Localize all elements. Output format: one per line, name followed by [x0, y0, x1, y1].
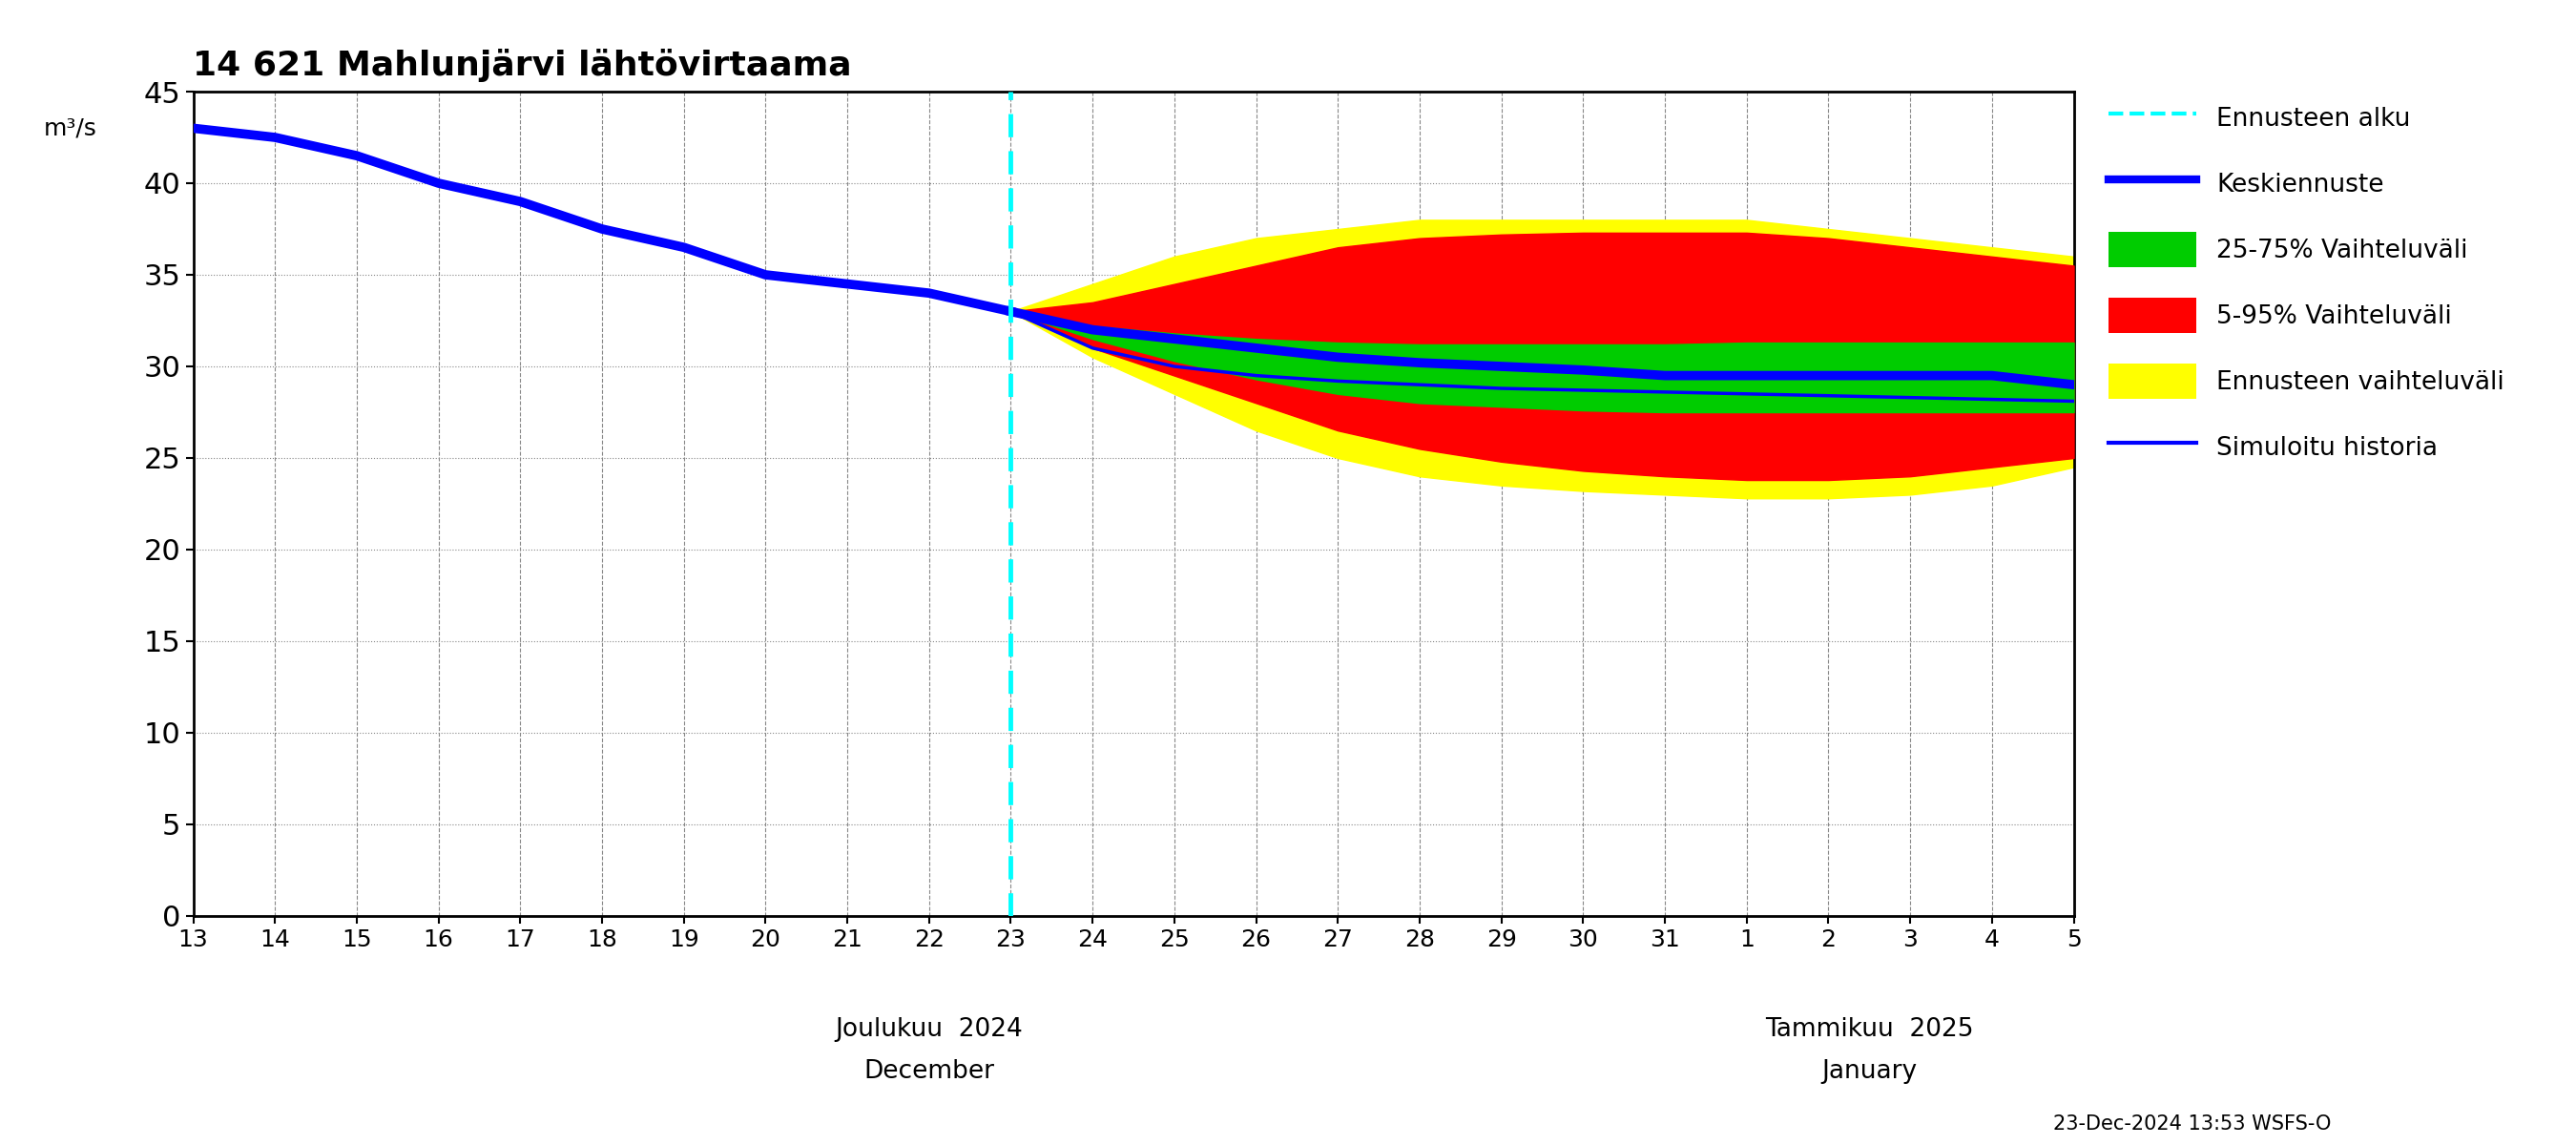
- Text: m³/s: m³/s: [44, 117, 98, 140]
- Text: Joulukuu  2024: Joulukuu 2024: [835, 1017, 1023, 1042]
- Text: December: December: [863, 1059, 994, 1083]
- Legend: Ennusteen alku, Keskiennuste, 25-75% Vaihteluväli, 5-95% Vaihteluväli, Ennusteen: Ennusteen alku, Keskiennuste, 25-75% Vai…: [2097, 88, 2517, 477]
- Text: Tammikuu  2025: Tammikuu 2025: [1765, 1017, 1973, 1042]
- Text: 23-Dec-2024 13:53 WSFS-O: 23-Dec-2024 13:53 WSFS-O: [2053, 1114, 2331, 1134]
- Text: January: January: [1821, 1059, 1917, 1083]
- Text: 14 621 Mahlunjärvi lähtövirtaama: 14 621 Mahlunjärvi lähtövirtaama: [193, 49, 853, 82]
